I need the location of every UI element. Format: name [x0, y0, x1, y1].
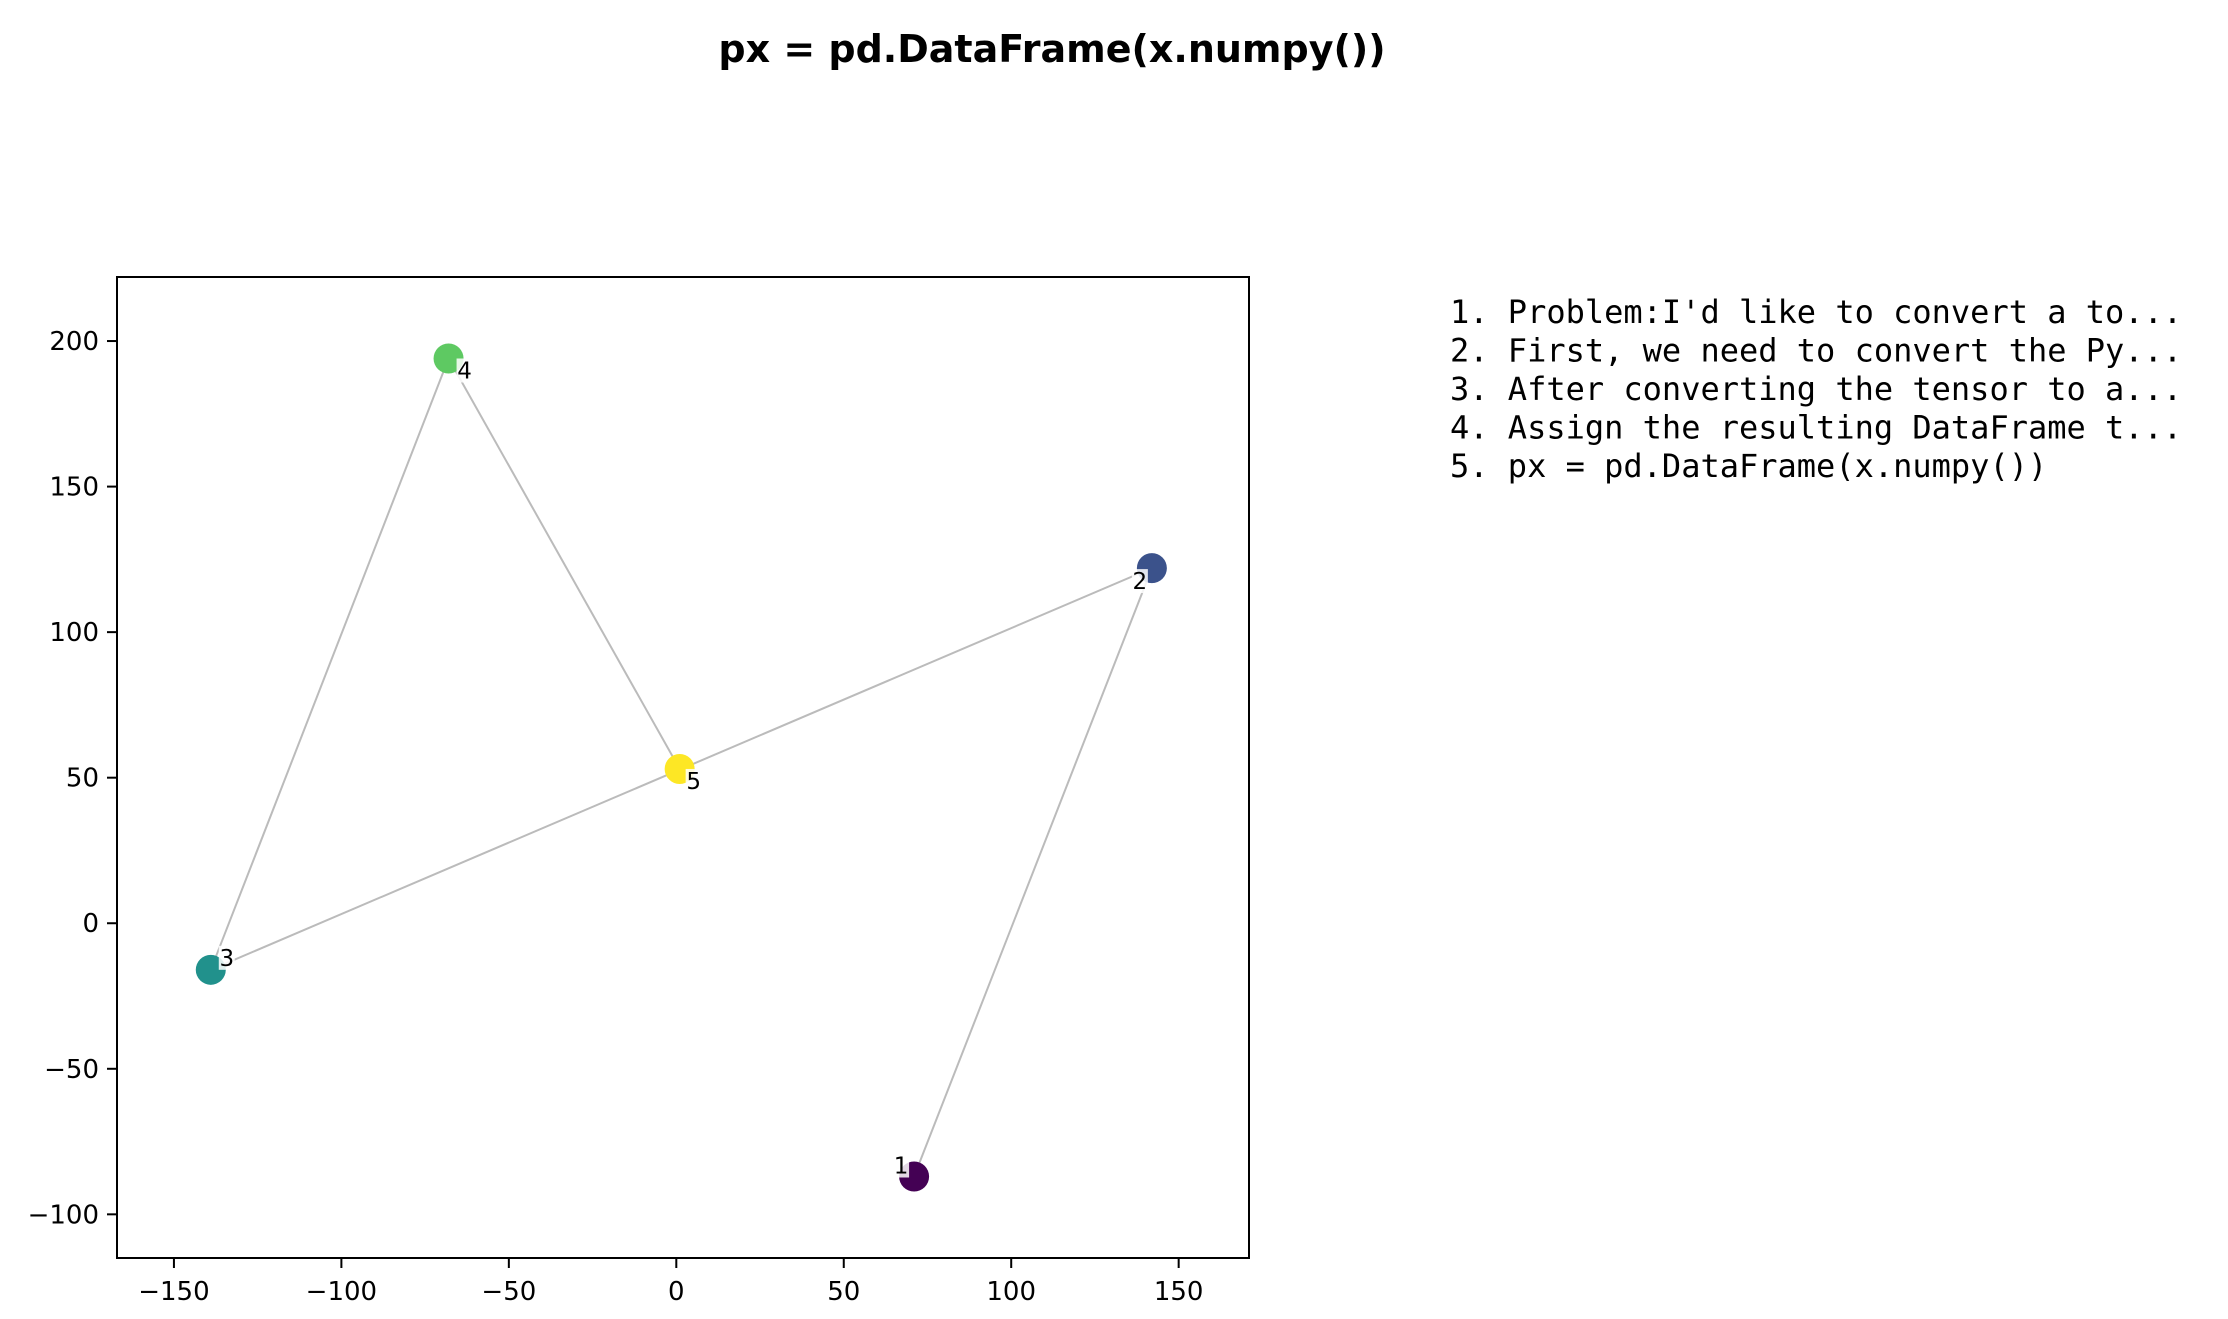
x-tick-label: 100: [986, 1277, 1036, 1307]
legend-line-2: 2. First, we need to convert the Py...: [1450, 332, 2182, 370]
point-label-bg: [685, 768, 702, 793]
y-tick-label: 150: [49, 473, 99, 503]
connection-line: [447, 358, 681, 770]
point-label-bg: [218, 945, 235, 970]
x-tick-label: −50: [481, 1277, 536, 1307]
data-point-3: [195, 954, 226, 985]
x-axis: −150 −100 −50 0 50 100 150: [138, 1258, 1203, 1307]
y-tick-label: 0: [82, 909, 99, 939]
y-tick-label: −100: [28, 1200, 99, 1230]
y-tick-label: 50: [66, 764, 99, 794]
connection-lines: [209, 358, 1153, 1177]
x-tick-label: 50: [827, 1277, 860, 1307]
x-tick-label: 150: [1154, 1277, 1204, 1307]
point-label-3: 3: [219, 946, 234, 972]
point-label-4: 4: [457, 359, 472, 385]
y-tick-label: 200: [49, 327, 99, 357]
x-tick-label: −150: [138, 1277, 209, 1307]
y-axis: −100 −50 0 50 100 150 200: [28, 327, 117, 1230]
point-label-bg: [1131, 569, 1148, 594]
legend-line-4: 4. Assign the resulting DataFrame t...: [1450, 409, 2182, 447]
point-label-bg: [456, 358, 473, 383]
point-labels: 1 2 3 4 5: [218, 358, 1148, 1179]
point-label-1: 1: [894, 1153, 909, 1179]
plot-area-frame: [116, 276, 1250, 1259]
data-point-4: [433, 343, 464, 374]
chart-title: px = pd.DataFrame(x.numpy()): [718, 27, 1385, 71]
connection-line: [913, 567, 1153, 1177]
y-tick-label: 100: [49, 618, 99, 648]
point-label-bg: [893, 1153, 910, 1178]
point-label-2: 2: [1133, 569, 1148, 595]
y-tick-label: −50: [44, 1055, 99, 1085]
point-label-5: 5: [686, 769, 701, 795]
x-tick-label: 0: [668, 1277, 685, 1307]
legend-line-3: 3. After converting the tensor to a...: [1450, 370, 2182, 408]
step-legend: 1. Problem:I'd like to convert a to...2.…: [1450, 293, 2182, 485]
data-points: [195, 343, 1167, 1192]
legend-line-5: 5. px = pd.DataFrame(x.numpy()): [1450, 447, 2047, 485]
connection-line: [209, 358, 450, 971]
legend-line-1: 1. Problem:I'd like to convert a to...: [1450, 293, 2182, 331]
x-tick-label: −100: [306, 1277, 377, 1307]
